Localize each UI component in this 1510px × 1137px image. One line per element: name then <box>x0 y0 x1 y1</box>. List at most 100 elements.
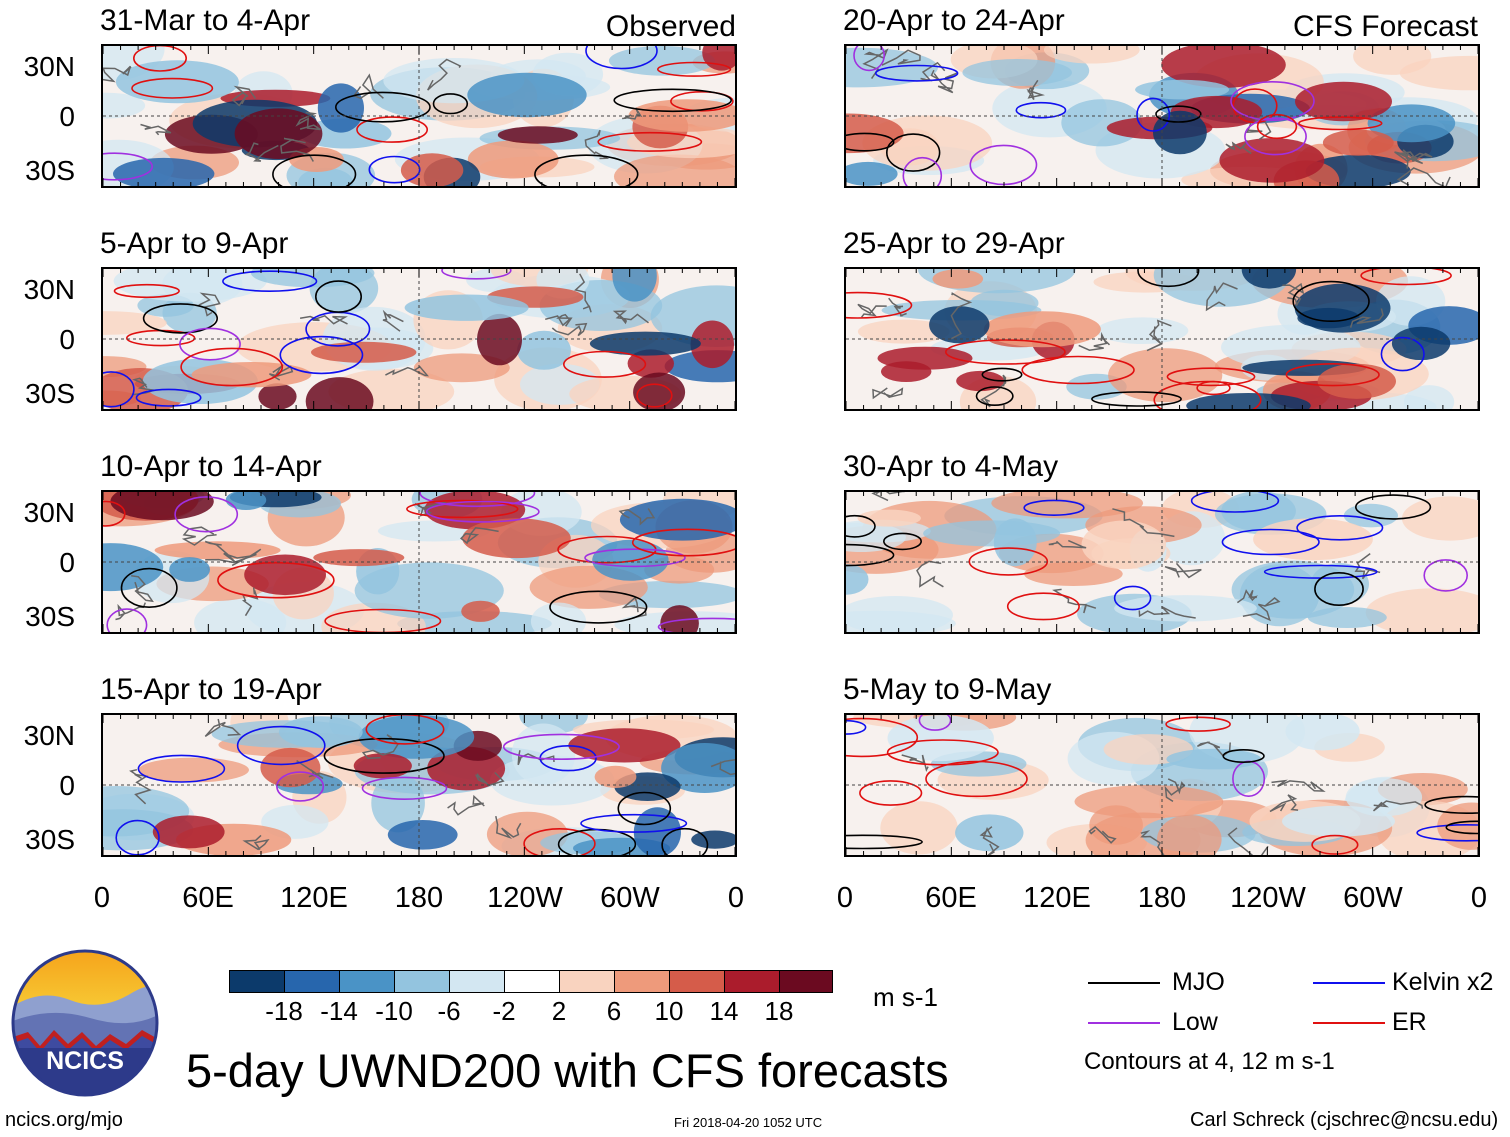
anomaly-shading <box>461 600 500 622</box>
coastline <box>1396 149 1424 169</box>
map-panel-fcst-4 <box>844 713 1480 857</box>
ytick-eq: 0 <box>59 324 75 355</box>
contour-line <box>563 350 647 378</box>
anomaly-shading <box>592 539 669 581</box>
contour-line <box>113 283 180 299</box>
contour-line <box>323 737 445 774</box>
contour-line <box>272 154 357 186</box>
contour-line <box>236 725 326 766</box>
anomaly-shading <box>1221 492 1296 531</box>
ytick-30n: 30N <box>23 497 75 528</box>
coastline <box>181 526 217 546</box>
contour-line <box>874 64 959 82</box>
contour-line <box>441 269 512 280</box>
coastline <box>1164 562 1202 579</box>
contour-line <box>944 339 1066 365</box>
colorbar-cell <box>559 970 615 993</box>
colorbar-label: -10 <box>375 996 413 1026</box>
coastline <box>881 49 921 66</box>
xtick-180: 180 <box>394 882 444 914</box>
coastline <box>1394 151 1433 163</box>
contour-line <box>1380 336 1425 372</box>
contour-line <box>1298 116 1383 131</box>
coastline <box>140 123 172 136</box>
contour-line <box>425 500 540 523</box>
anomaly-shading <box>234 108 323 159</box>
coastline <box>574 273 592 313</box>
anomaly-shading <box>462 518 571 559</box>
coastline <box>1078 331 1111 351</box>
contour-line <box>279 335 364 375</box>
contour-line <box>968 547 1049 576</box>
contour-line <box>657 617 735 632</box>
panel-title-obs-1: 31-Mar to 4-Apr <box>100 4 311 37</box>
ytick-eq: 0 <box>59 547 75 578</box>
anomaly-shading <box>1135 79 1230 100</box>
ytick-eq: 0 <box>59 770 75 801</box>
coastline <box>204 718 242 738</box>
contour-line <box>580 813 688 833</box>
coastline <box>495 815 522 840</box>
panel-title-fcst-4: 5-May to 9-May <box>843 673 1052 706</box>
colorbar-label: 10 <box>654 996 684 1026</box>
ytick-30s: 30S <box>25 378 75 409</box>
anomaly-shading <box>154 541 281 560</box>
contour-line <box>315 280 363 313</box>
anomaly-shading <box>353 753 412 779</box>
contour-line <box>1296 514 1384 541</box>
contour-line <box>120 567 178 609</box>
coastline <box>551 322 588 337</box>
contour-line <box>1015 101 1067 119</box>
ytick-30s: 30S <box>25 155 75 186</box>
contour-line <box>846 291 913 319</box>
colorbar-label: -14 <box>320 996 358 1026</box>
contour-line <box>925 760 1028 798</box>
anomaly-shading <box>517 330 571 370</box>
anomaly-shading <box>1074 785 1224 819</box>
contour-line <box>846 543 895 567</box>
contour-line <box>1424 795 1478 814</box>
observed-label: Observed <box>605 10 736 43</box>
anomaly-shading <box>1391 326 1451 361</box>
contour-line <box>1155 105 1202 123</box>
anomaly-shading <box>1322 129 1394 156</box>
anomaly-shading <box>530 602 587 632</box>
coastline <box>361 734 399 760</box>
xtick-360: 0 <box>727 882 745 914</box>
colorbar-label: 18 <box>764 996 794 1026</box>
anomaly-shading <box>962 59 1072 86</box>
coastline <box>1164 778 1186 803</box>
legend-note: Contours at 4, 12 m s-1 <box>1084 1048 1335 1075</box>
contour-line <box>1230 80 1315 122</box>
footer-timestamp: Fri 2018-04-20 1052 UTC <box>674 1115 823 1130</box>
ytick-30n: 30N <box>23 51 75 82</box>
xtick-60w: 60W <box>600 882 660 914</box>
coastline <box>621 596 647 619</box>
coastline <box>198 292 221 317</box>
xtick-60w: 60W <box>1343 882 1403 914</box>
coastline <box>933 72 958 94</box>
contour-line <box>846 514 876 538</box>
anomaly-shading <box>1297 307 1360 329</box>
anomaly-shading <box>260 747 321 788</box>
anomaly-shading <box>299 118 392 149</box>
panel-title-fcst-3: 30-Apr to 4-May <box>843 450 1059 483</box>
xtick-360: 0 <box>1470 882 1488 914</box>
anomaly-shading <box>846 519 931 543</box>
anomaly-shading <box>594 765 637 788</box>
xtick-180: 180 <box>1137 882 1187 914</box>
contour-line <box>1006 592 1080 621</box>
contour-line <box>135 388 202 407</box>
anomaly-shading <box>1186 393 1311 409</box>
contour-line <box>882 532 923 551</box>
colorbar-cell <box>449 970 505 993</box>
footer-url[interactable]: ncics.org/mjo <box>5 1109 123 1131</box>
contour-line <box>902 156 943 186</box>
anomaly-shading <box>1161 46 1286 88</box>
anomaly-shading <box>857 319 950 344</box>
contour-line <box>1244 117 1307 156</box>
anomaly-shading <box>169 557 210 582</box>
colorbar-label: 6 <box>606 996 622 1026</box>
colorbar-label: -6 <box>437 996 461 1026</box>
anomaly-shading <box>1241 269 1297 289</box>
